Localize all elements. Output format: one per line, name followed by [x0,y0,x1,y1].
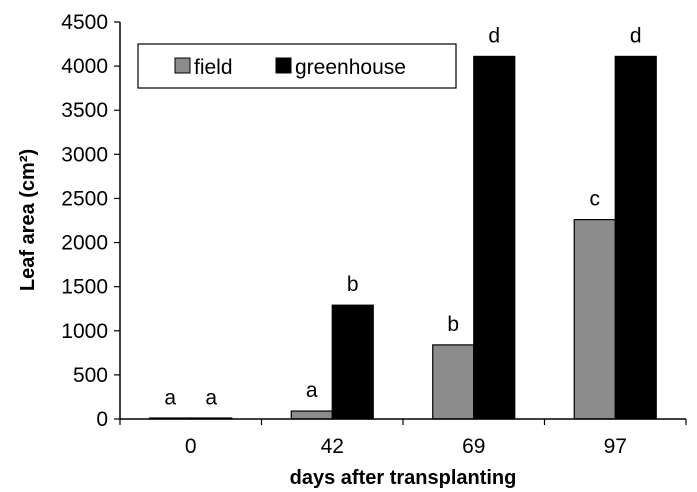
y-tick-label: 4500 [61,11,108,34]
y-axis-ticks: 0 500 1000 1500 2000 2500 3000 3500 4000 4500 [61,11,120,431]
legend-label-field: field [194,56,233,79]
legend-swatch-field [174,57,191,74]
y-tick-label: 500 [73,364,108,387]
legend-box [137,43,457,89]
x-axis-ticks: 0 42 69 97 [119,419,687,458]
y-tick-label: 1000 [61,320,108,343]
bar-field [290,410,333,420]
y-tick-label: 3500 [61,99,108,122]
y-axis-title: Leaf area (cm²) [17,149,39,291]
significance-label: a [306,379,318,402]
bar-field [432,344,475,420]
significance-label: d [488,24,500,47]
significance-label: d [630,24,642,47]
y-tick-label: 3000 [61,143,108,166]
legend-label-greenhouse: greenhouse [295,56,406,79]
x-tick-label: 0 [185,435,197,458]
bar-greenhouse [473,55,516,420]
x-axis-title: days after transplanting [290,467,517,489]
x-tick-label: 97 [604,435,627,458]
bars [149,55,657,420]
y-tick-label: 2000 [61,232,108,255]
significance-label: c [590,188,601,211]
significance-labels: a a a b b d c d [164,24,641,409]
significance-label: a [205,387,217,410]
significance-label: b [347,273,359,296]
y-tick-label: 4000 [61,55,108,78]
y-tick-label: 0 [96,408,108,431]
y-tick-label: 2500 [61,187,108,210]
y-tick-label: 1500 [61,276,108,299]
significance-label: a [164,387,176,410]
bar-greenhouse [331,304,374,420]
x-tick-label: 69 [462,435,485,458]
significance-label: b [447,313,459,336]
legend-swatch-greenhouse [275,57,292,74]
bar-field [573,219,616,420]
legend: field greenhouse [137,43,457,89]
x-tick-label: 42 [321,435,344,458]
bar-greenhouse [614,55,657,420]
